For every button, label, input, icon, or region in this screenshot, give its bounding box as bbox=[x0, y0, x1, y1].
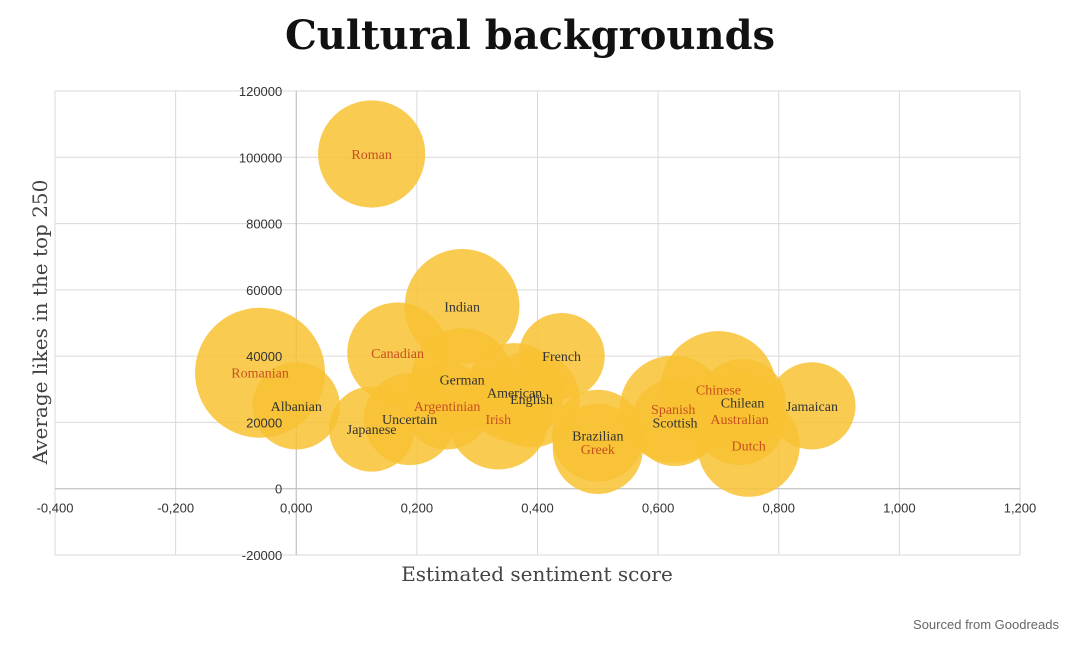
bubble-label: Scottish bbox=[652, 416, 697, 431]
x-tick-label: 0,200 bbox=[401, 501, 434, 516]
bubble-label: American bbox=[487, 387, 542, 402]
y-axis-title: Average likes in the top 250 bbox=[28, 180, 52, 466]
bubble-roman[interactable] bbox=[318, 100, 426, 208]
bubble-label: Jamaican bbox=[786, 400, 838, 415]
y-tick-label: 20000 bbox=[246, 415, 282, 430]
bubble-label: Albanian bbox=[271, 400, 322, 415]
bubble-label: Dutch bbox=[731, 440, 765, 455]
bubble-french[interactable] bbox=[518, 313, 605, 400]
bubble-label: Greek bbox=[581, 443, 615, 458]
bubble-label: Indian bbox=[444, 300, 480, 315]
x-tick-label: -0,400 bbox=[37, 501, 74, 516]
bubble-label: Uncertain bbox=[382, 413, 437, 428]
bubble-label: English bbox=[510, 393, 553, 408]
x-tick-label: 0,800 bbox=[762, 501, 795, 516]
y-tick-label: 60000 bbox=[246, 283, 282, 298]
y-tick-label: 120000 bbox=[239, 84, 282, 99]
bubble-label: Irish bbox=[485, 413, 511, 428]
bubble-jamaican[interactable] bbox=[768, 362, 856, 450]
bubble-label: French bbox=[542, 350, 581, 365]
y-tick-label: 0 bbox=[275, 482, 282, 497]
bubbles bbox=[195, 100, 856, 497]
x-tick-label: 1,000 bbox=[883, 501, 916, 516]
source-note: Sourced from Goodreads bbox=[913, 617, 1059, 632]
bubble-label: Brazilian bbox=[572, 430, 623, 445]
x-axis-title: Estimated sentiment score bbox=[401, 562, 673, 586]
grid bbox=[54, 90, 1021, 556]
x-tick-label: 1,200 bbox=[1004, 501, 1037, 516]
bubble-label: Romanian bbox=[231, 367, 289, 382]
y-tick-label: 40000 bbox=[246, 349, 282, 364]
bubble-albanian[interactable] bbox=[252, 362, 340, 450]
bubble-label: Australian bbox=[710, 413, 768, 428]
x-tick-label: 0,400 bbox=[521, 501, 554, 516]
bubble-label: German bbox=[440, 373, 485, 388]
bubble-label: Chinese bbox=[696, 383, 741, 398]
bubble-label: Chilean bbox=[721, 397, 765, 412]
bubble-label: Roman bbox=[351, 148, 391, 163]
bubble-label: Spanish bbox=[651, 403, 695, 418]
bubble-label: Argentinian bbox=[414, 400, 481, 415]
bubble-greek[interactable] bbox=[552, 403, 643, 494]
bubble-label: Japanese bbox=[347, 423, 397, 438]
x-tick-label: 0,000 bbox=[280, 501, 313, 516]
bubble-indian[interactable] bbox=[404, 249, 520, 364]
x-tick-label: -0,200 bbox=[157, 501, 194, 516]
chart-title: Cultural backgrounds bbox=[284, 12, 776, 59]
x-tick-label: 0,600 bbox=[642, 501, 675, 516]
y-tick-label: 100000 bbox=[239, 150, 282, 165]
bubble-label: Canadian bbox=[371, 347, 424, 362]
tick-labels: -0,400 -0,200 0,000 0,200 0,400 0,600 0,800 1,0… bbox=[37, 84, 1037, 563]
bubble-labels: Romanian Albanian Roman Japanese Canadian Unc… bbox=[231, 148, 838, 458]
y-tick-label: 80000 bbox=[246, 217, 282, 232]
y-tick-label: -20000 bbox=[242, 548, 282, 563]
